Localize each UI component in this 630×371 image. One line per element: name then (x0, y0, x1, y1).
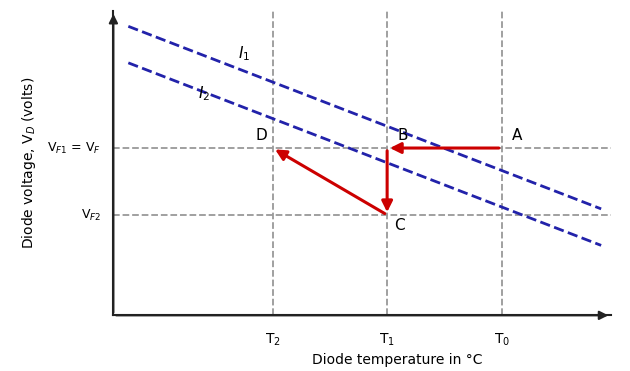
Text: V$_{F2}$: V$_{F2}$ (81, 207, 101, 223)
Text: D: D (256, 128, 268, 144)
Text: C: C (394, 218, 405, 233)
Text: B: B (397, 128, 408, 144)
Text: $I_2$: $I_2$ (198, 84, 210, 103)
Text: T$_2$: T$_2$ (265, 332, 280, 348)
Text: T$_0$: T$_0$ (493, 332, 510, 348)
Text: V$_{F1}$ = V$_F$: V$_{F1}$ = V$_F$ (47, 141, 101, 155)
Text: Diode temperature in °C: Diode temperature in °C (312, 353, 483, 367)
Text: T$_1$: T$_1$ (379, 332, 395, 348)
Text: $I_1$: $I_1$ (238, 45, 250, 63)
Text: A: A (512, 128, 522, 144)
Text: Diode voltage, V$_D$ (volts): Diode voltage, V$_D$ (volts) (20, 77, 38, 249)
